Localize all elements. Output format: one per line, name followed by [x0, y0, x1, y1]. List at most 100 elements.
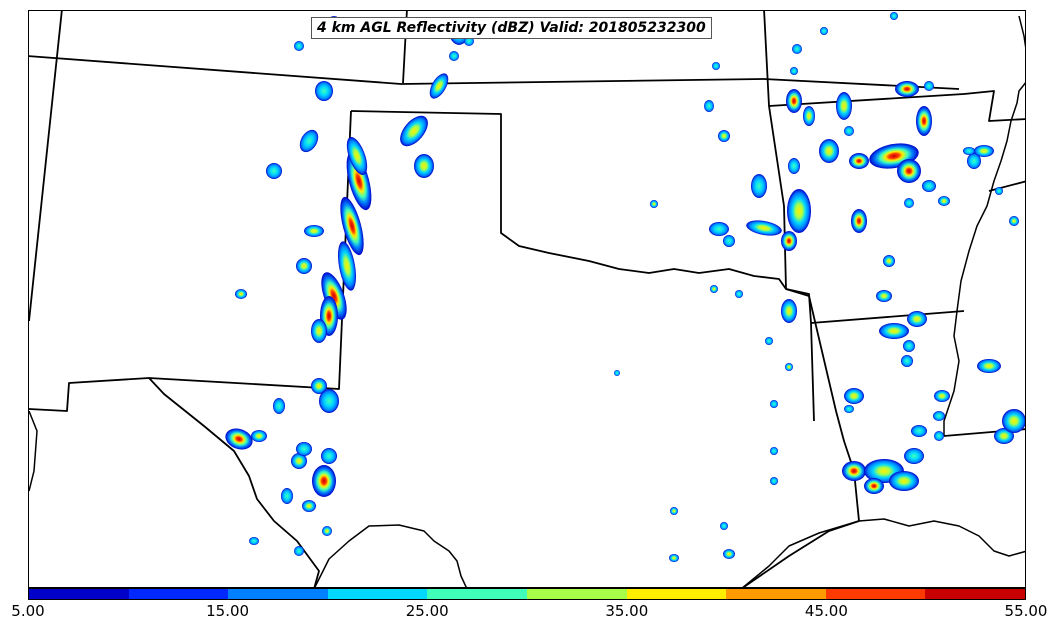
colorbar-segment — [526, 589, 627, 599]
reflectivity-cell — [770, 400, 778, 408]
reflectivity-cell — [879, 323, 909, 339]
reflectivity-cell — [251, 430, 267, 442]
reflectivity-cell — [785, 363, 793, 371]
reflectivity-cell — [924, 81, 934, 91]
reflectivity-cell — [400, 115, 428, 147]
colorbar-segment — [626, 589, 727, 599]
reflectivity-cell — [883, 255, 895, 267]
reflectivity-cell — [669, 554, 679, 562]
reflectivity-cell — [851, 209, 867, 233]
reflectivity-cell — [836, 92, 852, 120]
colorbar-tick-label: 15.00 — [206, 602, 250, 620]
rivers-coastline — [29, 15, 1025, 587]
reflectivity-cell — [844, 126, 854, 136]
colorbar-tick-label: 35.00 — [605, 602, 649, 620]
reflectivity-cell — [770, 447, 778, 455]
colorbar-segment — [925, 589, 1025, 599]
reflectivity-cell — [710, 285, 718, 293]
reflectivity-cell — [781, 231, 797, 251]
state-boundaries — [29, 11, 1025, 587]
reflectivity-cell — [346, 137, 368, 175]
reflectivity-cell — [803, 106, 815, 126]
reflectivity-cell — [977, 359, 1001, 373]
colorbar-segment — [228, 589, 328, 599]
reflectivity-cell — [889, 471, 919, 491]
reflectivity-cell — [304, 225, 324, 237]
reflectivity-cell — [340, 196, 364, 256]
colorbar-segment — [327, 589, 428, 599]
colorbar-segment — [726, 589, 826, 599]
reflectivity-cell — [907, 311, 927, 327]
colorbar-segment — [128, 589, 229, 599]
reflectivity-cell — [249, 537, 259, 545]
reflectivity-cell — [338, 241, 356, 291]
reflectivity-cell — [963, 147, 975, 155]
reflectivity-cell — [792, 44, 802, 54]
reflectivity-cell — [670, 507, 678, 515]
reflectivity-cell — [414, 154, 434, 178]
colorbar-segment — [427, 589, 527, 599]
reflectivity-cell — [934, 390, 950, 402]
colorbar — [28, 588, 1026, 600]
reflectivity-cell — [819, 139, 839, 163]
reflectivity-cell — [712, 62, 720, 70]
reflectivity-cell — [321, 272, 347, 320]
map-frame: 4 km AGL Reflectivity (dBZ) Valid: 20180… — [28, 10, 1026, 588]
reflectivity-cell — [319, 389, 339, 413]
reflectivity-cell — [786, 89, 802, 113]
reflectivity-cell — [650, 200, 658, 208]
reflectivity-cell — [225, 428, 253, 450]
reflectivity-cell — [864, 478, 884, 494]
reflectivity-cell — [429, 73, 449, 99]
reflectivity-cell — [720, 522, 728, 530]
reflectivity-cell — [781, 299, 797, 323]
reflectivity-cell — [994, 428, 1014, 444]
map-title: 4 km AGL Reflectivity (dBZ) Valid: 20180… — [311, 17, 712, 39]
reflectivity-cell — [614, 370, 620, 376]
reflectivity-cell — [995, 187, 1003, 195]
reflectivity-cell — [897, 159, 921, 183]
reflectivity-cell — [296, 258, 312, 274]
reflectivity-cell — [746, 220, 782, 236]
reflectivity-cell — [765, 337, 773, 345]
reflectivity-cell — [302, 500, 316, 512]
reflectivity-cell — [718, 130, 730, 142]
reflectivity-cell — [709, 222, 729, 236]
reflectivity-cell — [876, 290, 892, 302]
reflectivity-cell — [787, 189, 811, 233]
colorbar-tick-label: 5.00 — [11, 602, 45, 620]
colorbar-segment — [825, 589, 926, 599]
colorbar-tick-label: 55.00 — [1004, 602, 1048, 620]
reflectivity-cell — [849, 153, 869, 169]
reflectivity-cell — [704, 100, 714, 112]
reflectivity-cell — [312, 465, 336, 497]
reflectivity-cell — [1002, 409, 1025, 433]
reflectivity-cell — [788, 158, 800, 174]
colorbar-tick-label: 45.00 — [804, 602, 848, 620]
reflectivity-cell — [904, 448, 924, 464]
reflectivity-cell — [844, 405, 854, 413]
reflectivity-cell — [934, 431, 944, 441]
reflectivity-cell — [751, 174, 767, 198]
reflectivity-cell — [723, 235, 735, 247]
reflectivity-cell — [911, 425, 927, 437]
reflectivity-cell — [299, 129, 319, 153]
reflectivity-cell — [311, 319, 327, 343]
reflectivity-cell — [273, 398, 285, 414]
reflectivity-cell — [890, 12, 898, 20]
reflectivity-cell — [916, 106, 932, 136]
reflectivity-cell — [790, 67, 798, 75]
reflectivity-cell — [922, 180, 936, 192]
reflectivity-cell — [294, 546, 304, 556]
reflectivity-cell — [321, 448, 337, 464]
reflectivity-cell — [1009, 216, 1019, 226]
reflectivity-cell — [770, 477, 778, 485]
reflectivity-cell — [938, 196, 950, 206]
colorbar-segment — [29, 589, 129, 599]
reflectivity-cell — [903, 340, 915, 352]
reflectivity-cell — [904, 198, 914, 208]
reflectivity-cell — [844, 388, 864, 404]
reflectivity-cell — [281, 488, 293, 504]
reflectivity-cell — [967, 153, 981, 169]
reflectivity-cells — [225, 12, 1025, 562]
